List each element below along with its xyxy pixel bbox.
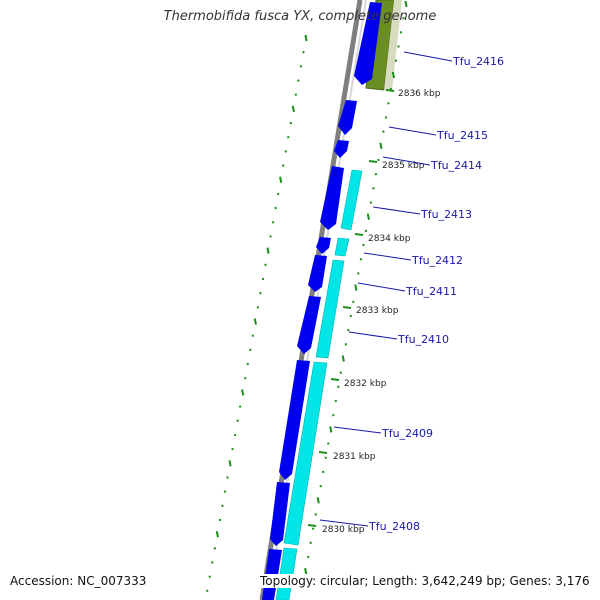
gene-label-tfu-2411[interactable]: Tfu_2411 bbox=[405, 285, 457, 298]
leader-line bbox=[348, 331, 398, 340]
gene-labels: Tfu_2416 Tfu_2415 Tfu_2414 Tfu_2413 Tfu_… bbox=[319, 51, 504, 533]
leader-line bbox=[382, 156, 431, 166]
leader-line bbox=[372, 206, 421, 215]
accession-label: Accession: NC_007333 bbox=[8, 574, 149, 588]
feature-other-pale bbox=[384, 0, 402, 90]
cds-tfu-2412[interactable] bbox=[316, 237, 331, 254]
leader-line bbox=[388, 126, 437, 136]
tick-mark bbox=[329, 426, 333, 433]
gene-label-tfu-2413[interactable]: Tfu_2413 bbox=[420, 208, 472, 221]
cds-reverse-3[interactable] bbox=[315, 259, 345, 359]
tick-mark bbox=[241, 389, 245, 396]
tick-mark bbox=[391, 71, 396, 79]
leader-line bbox=[357, 282, 406, 292]
kbp-label-2831: 2831 kbp bbox=[333, 452, 376, 462]
gene-label-tfu-2412[interactable]: Tfu_2412 bbox=[411, 254, 463, 267]
tick-mark bbox=[341, 355, 345, 362]
cds-reverse-2[interactable] bbox=[334, 237, 350, 257]
leader-line bbox=[319, 519, 369, 527]
kbp-tick bbox=[318, 451, 328, 454]
genome-title: Thermobifida fusca YX, complete genome bbox=[163, 9, 437, 24]
leader-line bbox=[403, 51, 453, 62]
tick-mark bbox=[279, 176, 283, 183]
kbp-label-2832: 2832 kbp bbox=[344, 379, 387, 389]
cds-reverse-1[interactable] bbox=[340, 169, 363, 231]
tick-mark bbox=[379, 142, 383, 149]
tick-mark bbox=[354, 284, 358, 291]
kbp-label-2834: 2834 kbp bbox=[368, 234, 411, 244]
gene-label-tfu-2408[interactable]: Tfu_2408 bbox=[368, 520, 420, 533]
gene-label-tfu-2414[interactable]: Tfu_2414 bbox=[430, 159, 482, 172]
topology-label: Topology: circular; Length: 3,642,249 bp… bbox=[258, 574, 592, 588]
tick-mark bbox=[304, 568, 308, 575]
tick-mark bbox=[291, 105, 295, 113]
cds-reverse-4[interactable] bbox=[283, 361, 328, 546]
cds-tfu-2408[interactable] bbox=[270, 482, 290, 546]
cds-tfu-2411[interactable] bbox=[308, 255, 327, 292]
tick-mark bbox=[215, 530, 219, 538]
tick-mark bbox=[304, 34, 308, 42]
tick-mark bbox=[316, 497, 320, 504]
cds-tfu-2415[interactable] bbox=[338, 100, 357, 135]
cds-tfu-2409[interactable] bbox=[279, 360, 310, 480]
kbp-tick bbox=[385, 89, 395, 92]
gene-label-tfu-2410[interactable]: Tfu_2410 bbox=[397, 333, 449, 346]
cds-tfu-2413[interactable] bbox=[320, 166, 344, 230]
cds-tfu-2416[interactable] bbox=[354, 2, 382, 85]
tick-mark bbox=[228, 460, 232, 467]
forward-cds-track bbox=[262, 2, 382, 600]
gene-label-tfu-2415[interactable]: Tfu_2415 bbox=[436, 129, 488, 142]
leader-line bbox=[333, 426, 382, 434]
gene-label-tfu-2416[interactable]: Tfu_2416 bbox=[452, 55, 504, 68]
kbp-tick bbox=[307, 524, 317, 527]
kbp-tick bbox=[354, 233, 364, 236]
kbp-label-2836: 2836 kbp bbox=[398, 89, 441, 99]
kbp-label-2830: 2830 kbp bbox=[322, 525, 365, 535]
kbp-tick bbox=[342, 306, 352, 309]
cds-tfu-2410[interactable] bbox=[297, 296, 321, 354]
kbp-ruler: 2836 kbp 2835 kbp 2834 kbp 2833 kbp 2832… bbox=[307, 89, 441, 535]
tick-mark bbox=[404, 0, 408, 8]
tick-track-left bbox=[206, 34, 308, 593]
tick-track-right bbox=[301, 0, 408, 587]
leader-line bbox=[363, 252, 412, 261]
tick-mark bbox=[366, 213, 370, 220]
kbp-label-2833: 2833 kbp bbox=[356, 306, 399, 316]
kbp-tick bbox=[330, 378, 340, 381]
kbp-tick bbox=[368, 160, 378, 163]
kbp-label-2835: 2835 kbp bbox=[382, 161, 425, 171]
gene-label-tfu-2409[interactable]: Tfu_2409 bbox=[381, 427, 433, 440]
tick-mark bbox=[253, 318, 257, 325]
tick-mark bbox=[266, 247, 270, 254]
cds-tfu-2414[interactable] bbox=[334, 140, 349, 158]
